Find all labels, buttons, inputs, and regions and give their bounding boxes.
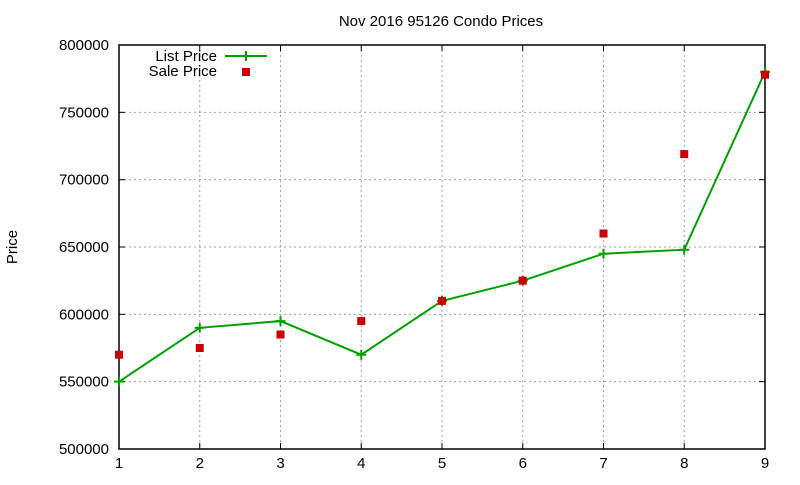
plot-frame — [118, 44, 766, 450]
x-tick-label: 8 — [680, 455, 688, 472]
list-price-point — [275, 316, 286, 327]
list-price-point — [598, 248, 609, 259]
list-price-point — [114, 376, 124, 387]
legend: List Price Sale Price — [149, 48, 267, 80]
x-tick-label: 7 — [599, 455, 607, 472]
x-tick-label: 6 — [519, 455, 527, 472]
list-price-point — [356, 349, 367, 360]
y-tick-label: 500000 — [59, 441, 109, 458]
list-price-point — [679, 244, 690, 255]
axis-ticks: 1 2 3 4 5 6 7 8 9 500000 550000 600000 650000 700000 7… — [59, 37, 769, 472]
x-tick-label: 9 — [761, 455, 769, 472]
x-tick-label: 3 — [276, 455, 284, 472]
sale-price-point — [599, 229, 608, 238]
x-tick-label: 4 — [357, 455, 365, 472]
grid-lines — [119, 45, 765, 449]
y-axis-label: Price — [4, 230, 21, 264]
y-tick-label: 700000 — [59, 172, 109, 189]
y-tick-label: 750000 — [59, 104, 109, 121]
sale-price-point — [680, 150, 689, 159]
sale-price-point — [276, 330, 285, 339]
list-price-point — [194, 322, 205, 333]
y-tick-label: 550000 — [59, 374, 109, 391]
sale-price-point — [438, 296, 446, 305]
legend-label-sale-price: Sale Price — [149, 63, 217, 80]
legend-list-price-marker — [241, 51, 251, 61]
legend-label-list-price: List Price — [155, 48, 217, 65]
chart-title: Nov 2016 95126 Condo Prices — [339, 13, 543, 30]
data-series — [114, 66, 770, 387]
sale-price-point — [518, 276, 527, 285]
x-tick-label: 1 — [115, 455, 123, 472]
y-tick-label: 650000 — [59, 239, 109, 256]
y-tick-label: 600000 — [59, 306, 109, 323]
sale-price-point — [357, 317, 366, 326]
sale-price-point — [195, 344, 204, 352]
x-tick-label: 5 — [438, 455, 446, 472]
sale-price-point — [115, 350, 123, 359]
legend-sale-price-marker — [242, 68, 250, 76]
sale-price-point — [761, 70, 769, 79]
y-tick-label: 800000 — [59, 37, 109, 54]
x-tick-label: 2 — [196, 455, 204, 472]
